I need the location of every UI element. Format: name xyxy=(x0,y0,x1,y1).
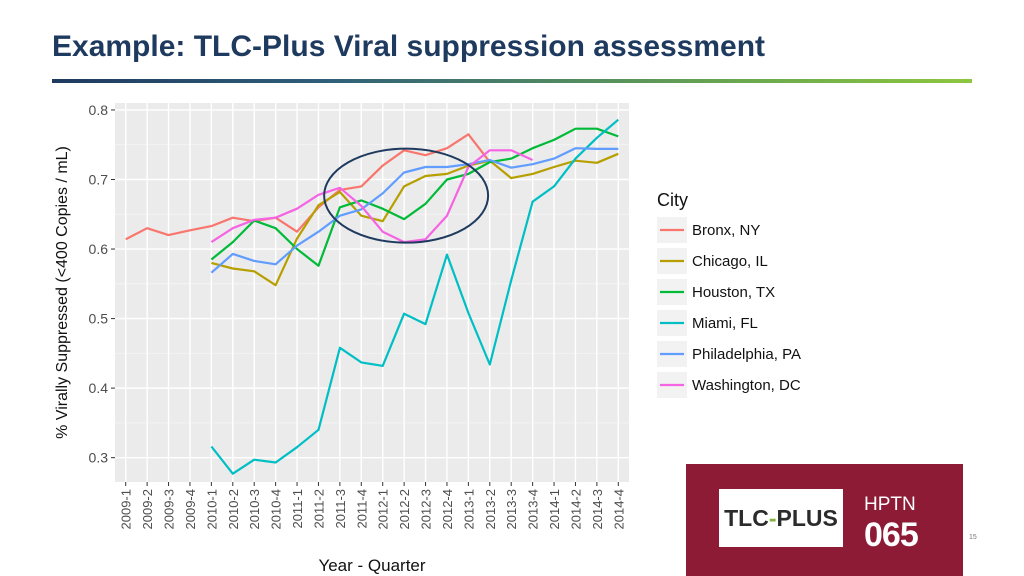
title-underline xyxy=(52,79,972,83)
x-tick-label: 2010-3 xyxy=(247,489,262,529)
y-tick-label: 0.5 xyxy=(89,311,109,327)
x-axis-ticks: 2009-1 2009-2 2009-3 2009-4 2010-1 2010-2 2010… xyxy=(119,482,626,529)
legend-entry-label: Washington, DC xyxy=(692,377,801,394)
y-tick-label: 0.7 xyxy=(89,171,109,187)
x-tick-label: 2014-1 xyxy=(547,489,562,529)
tlc-plus-logo: TLC-PLUS xyxy=(719,489,843,547)
series-line-chicago-il xyxy=(211,152,619,287)
x-tick-label: 2014-2 xyxy=(568,489,583,529)
x-tick-label: 2009-4 xyxy=(183,489,198,529)
series-line-philadelphia-pa xyxy=(210,147,619,274)
x-tick-label: 2013-4 xyxy=(526,489,541,529)
hptn-label: HPTN xyxy=(864,494,916,515)
legend-entry-label: Bronx, NY xyxy=(692,222,760,239)
x-tick-label: 2012-3 xyxy=(419,489,434,529)
x-tick-label: 2011-1 xyxy=(290,489,305,529)
x-tick-label: 2009-3 xyxy=(162,489,177,529)
y-tick-label: 0.3 xyxy=(89,450,109,466)
legend-entry-label: Miami, FL xyxy=(692,315,758,332)
x-tick-label: 2011-3 xyxy=(333,489,348,529)
series-line-miami-fl xyxy=(210,118,620,475)
x-tick-label: 2013-1 xyxy=(461,489,476,529)
legend: City Bronx, NY Chicago, IL Houston, TX Miam… xyxy=(657,190,801,398)
hptn-study-number: 065 xyxy=(864,516,919,554)
x-tick-label: 2013-3 xyxy=(504,489,519,529)
plot-background xyxy=(115,103,629,482)
highlight-ellipse xyxy=(323,147,490,244)
slide-title: Example: TLC-Plus Viral suppression asse… xyxy=(52,30,766,63)
series-lines xyxy=(125,118,620,475)
annotation-layer xyxy=(323,147,490,244)
series-line-washington-dc xyxy=(210,149,534,244)
legend-entry-label: Chicago, IL xyxy=(692,253,768,270)
x-tick-label: 2009-2 xyxy=(140,489,155,529)
y-axis-ticks: 0.3 0.4 0.5 0.6 0.7 0.8 xyxy=(89,102,115,466)
x-tick-label: 2011-2 xyxy=(311,489,326,529)
x-tick-label: 2010-1 xyxy=(204,489,219,529)
x-tick-label: 2012-4 xyxy=(440,489,455,529)
x-tick-label: 2010-2 xyxy=(226,489,241,529)
x-tick-label: 2014-3 xyxy=(590,489,605,529)
x-tick-label: 2012-1 xyxy=(376,489,391,529)
legend-entry-label: Philadelphia, PA xyxy=(692,346,801,363)
y-axis-label: % Virally Suppressed (<400 Copies / mL) xyxy=(54,146,71,439)
x-tick-label: 2014-4 xyxy=(611,489,626,529)
legend-title: City xyxy=(657,190,688,210)
y-tick-label: 0.6 xyxy=(89,241,109,257)
x-tick-label: 2013-2 xyxy=(483,489,498,529)
x-tick-label: 2012-2 xyxy=(397,489,412,529)
series-line-houston-tx xyxy=(210,127,619,267)
x-tick-label: 2009-1 xyxy=(119,489,134,529)
tlc-plus-logo-text: TLC-PLUS xyxy=(724,504,838,531)
y-tick-label: 0.8 xyxy=(89,102,109,118)
page-number: 15 xyxy=(969,534,977,541)
hptn-logo-panel: TLC-PLUS HPTN 065 xyxy=(686,464,963,576)
x-axis-label: Year - Quarter xyxy=(318,556,425,575)
legend-entry-label: Houston, TX xyxy=(692,284,775,301)
x-tick-label: 2011-4 xyxy=(354,489,369,529)
series-line-bronx-ny xyxy=(125,133,491,241)
x-tick-label: 2010-4 xyxy=(269,489,284,529)
y-tick-label: 0.4 xyxy=(89,380,109,396)
